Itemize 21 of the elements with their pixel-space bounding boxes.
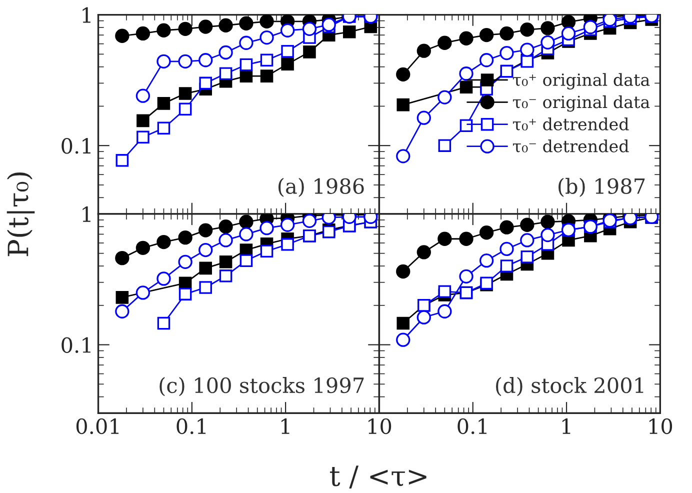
x-tick-label: 0.1	[176, 418, 206, 434]
annotation: (c) 100 stocks 1997	[160, 377, 364, 396]
y-tick-label: 1	[82, 206, 90, 222]
x-tick-label: 0.01	[76, 418, 118, 434]
x-tick-label: 0.1	[458, 418, 486, 434]
x-axis-title: t / <τ>	[330, 466, 426, 488]
legend-label: τ₀⁺ detrended	[512, 118, 629, 130]
y-tick-label: 0.1	[62, 138, 90, 154]
legend-label: τ₀⁺ original data	[512, 73, 650, 90]
x-tick-label: 10	[649, 418, 672, 434]
x-tick-label: 10	[368, 418, 392, 434]
annotation: (d) stock 2001	[496, 377, 644, 396]
legend-label: τ₀⁻ original data	[512, 95, 650, 112]
legend-label: τ₀⁻ detrended	[512, 139, 629, 152]
annotation: (b) 1987	[558, 178, 645, 197]
y-axis-title: P(t|τ₀)	[6, 172, 35, 256]
y-tick-label: 0.1	[62, 337, 90, 353]
x-tick-label: 1	[281, 418, 290, 434]
y-tick-label: 1	[82, 7, 90, 23]
annotation: (a) 1986	[278, 178, 364, 197]
x-tick-label: 1	[562, 418, 570, 434]
